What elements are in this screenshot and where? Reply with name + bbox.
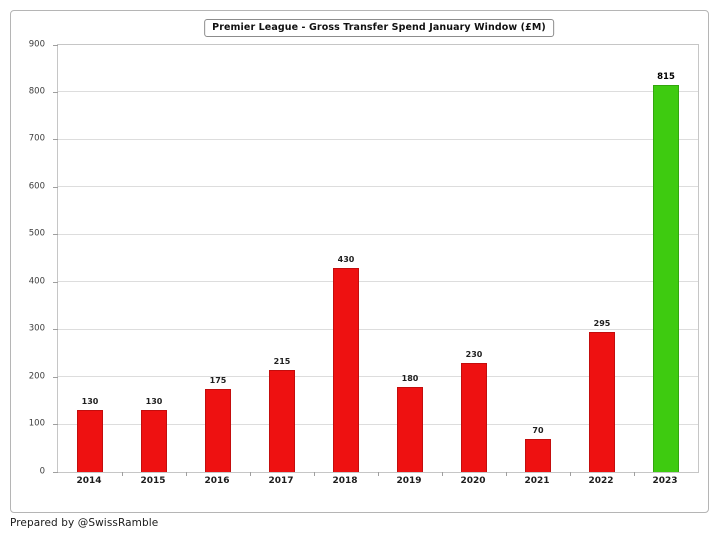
x-tick-mark [186, 472, 187, 476]
bar-group: 130 [122, 45, 186, 472]
x-tick-mark [378, 472, 379, 476]
y-axis-tick-label: 400 [28, 275, 45, 286]
y-tick-mark [53, 91, 58, 93]
bar-value-label: 175 [209, 375, 227, 385]
y-axis-tick-label: 300 [28, 323, 45, 334]
credit-text: Prepared by @SwissRamble [10, 517, 159, 529]
y-tick-mark [53, 376, 58, 378]
bar-value-label: 430 [337, 255, 355, 264]
bar-value-label: 70 [532, 425, 544, 435]
y-axis-tick-label: 600 [28, 181, 45, 192]
y-tick-mark [53, 281, 58, 283]
x-axis-tick-label: 2021 [524, 476, 550, 486]
y-tick-mark [53, 186, 58, 188]
x-axis-tick-label: 2022 [588, 476, 614, 486]
bar-2022: 295 [589, 320, 615, 472]
gridline [58, 138, 698, 140]
y-tick-mark [53, 234, 58, 236]
y-axis-tick-label: 500 [28, 228, 45, 239]
bar-2020: 230 [461, 350, 487, 472]
gridline [58, 376, 698, 378]
bar-value-label: 180 [401, 373, 419, 383]
bar-group: 70 [506, 45, 570, 472]
chart-frame: Premier League - Gross Transfer Spend Ja… [10, 10, 709, 513]
x-axis-tick-label: 2019 [396, 476, 422, 486]
y-axis: 0 100 200 300 400 500 600 700 800 900 [11, 40, 53, 475]
bar-2018: 430 [333, 256, 359, 472]
gridline [58, 328, 698, 330]
bar-group: 230 [442, 45, 506, 472]
y-axis-tick-label: 900 [28, 38, 45, 49]
bar-value-label: 815 [657, 72, 675, 83]
x-axis-tick-label: 2014 [76, 476, 102, 486]
bar-group: 430 [314, 45, 378, 472]
bar-2021: 70 [525, 426, 551, 472]
x-axis-tick-label: 2017 [268, 476, 294, 486]
x-axis-tick-label: 2023 [652, 476, 678, 486]
x-tick-mark [250, 472, 251, 476]
x-tick-mark [506, 472, 507, 476]
bar-group: 180 [378, 45, 442, 472]
x-tick-mark [314, 472, 315, 476]
bar-value-label: 130 [145, 397, 163, 407]
x-axis-tick-label: 2016 [204, 476, 230, 486]
bar-value-label: 295 [593, 319, 611, 329]
bar-2015: 130 [141, 398, 167, 472]
bar-2014: 130 [77, 398, 103, 472]
gridline [58, 186, 698, 188]
bar-group: 175 [186, 45, 250, 472]
x-axis: 2014 2015 2016 2017 2018 2019 2020 2021 2022 2023 [57, 477, 697, 491]
gridline [58, 281, 698, 283]
y-tick-mark [53, 139, 58, 141]
gridline [58, 91, 698, 93]
x-axis-tick-label: 2020 [460, 476, 486, 486]
bar-group: 130 [58, 45, 122, 472]
bar-group: 295 [570, 45, 634, 472]
y-tick-mark [53, 424, 58, 426]
y-tick-mark [53, 329, 58, 331]
gridline [58, 423, 698, 425]
bar-2016: 175 [205, 376, 231, 472]
x-tick-mark [570, 472, 571, 476]
bar-2017: 215 [269, 358, 295, 472]
bar-2019: 180 [397, 374, 423, 472]
plot-area: 130 130 175 215 430 180 230 70 295 815 [53, 44, 699, 476]
bar-value-label: 230 [465, 349, 483, 359]
x-tick-mark [442, 472, 443, 476]
x-axis-tick-label: 2018 [332, 476, 358, 486]
bar-group: 815 [634, 45, 698, 472]
y-axis-tick-label: 0 [39, 465, 45, 476]
y-tick-mark [53, 44, 58, 46]
y-axis-tick-label: 100 [28, 418, 45, 429]
bar-2023: 815 [653, 73, 679, 472]
y-axis-tick-label: 800 [28, 86, 45, 97]
x-tick-mark [122, 472, 123, 476]
y-axis-tick-label: 200 [28, 370, 45, 381]
y-tick-mark [53, 471, 58, 473]
y-axis-tick-label: 700 [28, 133, 45, 144]
bar-group: 215 [250, 45, 314, 472]
x-axis-tick-label: 2015 [140, 476, 166, 486]
bar-value-label: 215 [273, 357, 291, 366]
gridline [58, 233, 698, 235]
chart-title: Premier League - Gross Transfer Spend Ja… [204, 19, 554, 37]
bar-value-label: 130 [81, 397, 99, 407]
x-tick-mark [634, 472, 635, 476]
